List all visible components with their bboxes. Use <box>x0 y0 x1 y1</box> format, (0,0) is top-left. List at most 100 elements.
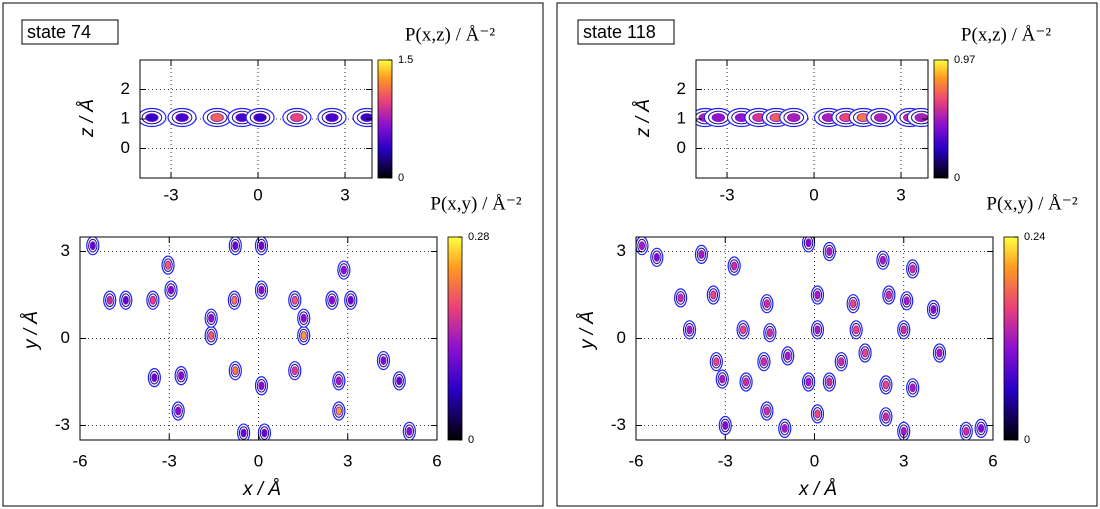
density-peak <box>237 423 251 440</box>
density-mark <box>763 299 771 309</box>
contour-mid <box>321 110 343 125</box>
density-mark <box>742 377 750 387</box>
density-mark <box>861 348 869 358</box>
density-mark <box>977 423 985 433</box>
density-peak <box>900 291 914 311</box>
y-tick-label: 0 <box>121 138 130 157</box>
density-peak <box>801 372 816 392</box>
density-mark <box>713 357 720 367</box>
contour-mid <box>803 237 814 250</box>
contour-mid <box>711 354 722 369</box>
colorbar <box>1003 236 1019 441</box>
contour-mid <box>290 293 300 308</box>
density-mark <box>89 241 96 251</box>
density-mark <box>826 377 833 387</box>
density-mark <box>903 296 910 306</box>
density-mark <box>325 113 339 122</box>
density-peak <box>119 290 133 310</box>
density-peak <box>171 401 185 421</box>
contour-mid <box>121 293 131 308</box>
density-peak <box>876 250 890 270</box>
colorbar <box>933 59 949 179</box>
contour-mid <box>836 354 846 369</box>
density-peak <box>763 323 777 343</box>
density-peak <box>932 343 947 363</box>
density-peak <box>86 237 100 256</box>
density-mark <box>291 366 298 376</box>
density-peak <box>167 107 197 128</box>
contour-mid <box>675 291 686 305</box>
density-peak <box>204 326 218 346</box>
density-peak <box>822 241 836 262</box>
density-peak <box>858 343 872 363</box>
density-peak <box>739 372 753 392</box>
density-peak <box>325 290 339 310</box>
density-peak <box>257 423 272 440</box>
density-mark <box>149 295 156 305</box>
density-mark <box>653 252 660 262</box>
density-mark <box>686 325 693 335</box>
contour-mid <box>346 293 356 308</box>
density-peak <box>650 247 664 267</box>
y-tick-label: 2 <box>121 79 130 98</box>
density-peak <box>694 244 709 264</box>
contour-mid <box>404 424 415 439</box>
density-peak <box>736 320 750 340</box>
density-mark <box>879 255 887 265</box>
density-peak <box>245 107 275 128</box>
density-mark <box>406 426 413 436</box>
contour-mid <box>206 110 228 125</box>
density-mark <box>882 412 890 422</box>
contour-mid <box>783 110 805 125</box>
density-map <box>696 107 928 128</box>
x-tick-label: -3 <box>719 185 734 204</box>
contour-mid <box>928 302 939 317</box>
contour-mid <box>88 238 98 253</box>
density-peak <box>164 280 178 300</box>
x-tick-label: -6 <box>72 451 87 470</box>
contour-mid <box>256 378 267 393</box>
density-peak <box>228 361 242 381</box>
contour-mid <box>824 244 835 259</box>
density-peak <box>288 361 302 381</box>
y-tick-label: 1 <box>677 108 686 127</box>
density-mark <box>909 383 916 393</box>
state-box <box>577 19 675 45</box>
density-peak <box>332 401 346 421</box>
colorbar-tick-label: 0 <box>398 172 404 184</box>
contour-mid <box>934 346 945 360</box>
density-peak <box>147 368 161 388</box>
contour-mid <box>881 410 891 424</box>
x-tick-label: 6 <box>988 451 997 470</box>
contour-mid <box>163 258 173 272</box>
density-map <box>140 107 372 128</box>
contour-mid <box>327 293 337 308</box>
density-mark <box>814 290 821 300</box>
y-tick-label: -3 <box>611 415 626 434</box>
density-peak <box>297 326 311 346</box>
contour-mid <box>729 259 739 273</box>
density-mark <box>850 299 857 309</box>
density-mark <box>719 374 726 384</box>
density-mark <box>300 331 307 341</box>
density-peak <box>161 255 175 275</box>
contour-mid <box>148 293 158 308</box>
colorbar-title: P(x,z) / Å⁻² <box>961 24 1051 45</box>
density-mark <box>106 295 113 305</box>
contour-mid <box>878 253 888 268</box>
contour-mid <box>696 247 707 262</box>
density-peak <box>906 107 928 128</box>
contour-mid <box>884 288 894 302</box>
density-peak <box>202 107 232 128</box>
density-peak <box>757 352 771 372</box>
x-tick-label: -3 <box>718 451 733 470</box>
density-mark <box>178 371 185 381</box>
density-peak <box>288 290 302 310</box>
contour-mid <box>176 368 186 383</box>
contour-mid <box>812 323 823 337</box>
x-tick-label: 3 <box>899 451 908 470</box>
density-peak <box>879 375 893 395</box>
contour-mid <box>394 374 404 388</box>
y-axis-label: z / Å <box>633 99 654 138</box>
